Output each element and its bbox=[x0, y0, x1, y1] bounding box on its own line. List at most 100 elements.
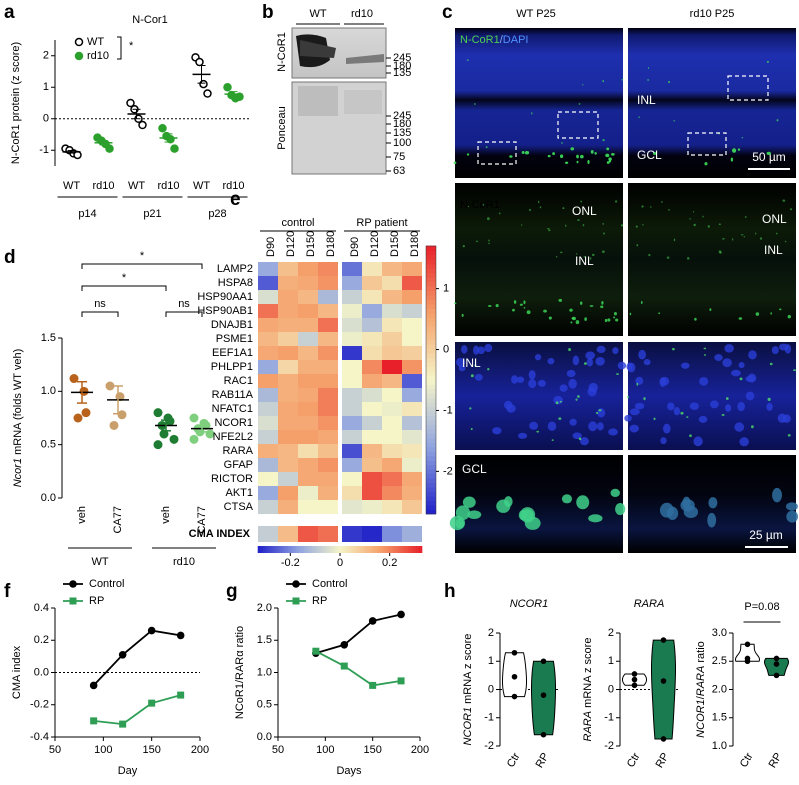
data-point bbox=[177, 691, 185, 699]
speckle bbox=[779, 308, 782, 311]
y-axis-label-part: RARA bbox=[582, 711, 594, 742]
speckle bbox=[512, 308, 515, 312]
heatmap-cell bbox=[382, 346, 402, 360]
chart-title: N-Cor1 bbox=[132, 14, 167, 26]
marker-label: 75 bbox=[393, 151, 405, 163]
speckle bbox=[462, 496, 476, 508]
heatmap-cell bbox=[258, 472, 278, 486]
data-point bbox=[397, 610, 405, 619]
layer-label: GCL bbox=[637, 148, 662, 162]
marker-label: 180 bbox=[393, 60, 411, 72]
index-cell bbox=[258, 526, 278, 542]
heatmap-cell bbox=[258, 346, 278, 360]
speckle bbox=[686, 416, 689, 418]
y-tick-label: 0 bbox=[488, 683, 494, 695]
heatmap-cell bbox=[278, 360, 298, 374]
legend-label: RP bbox=[312, 595, 327, 607]
colorbar-step bbox=[426, 299, 436, 305]
speckle bbox=[566, 369, 576, 378]
speckle bbox=[596, 345, 606, 354]
heatmap-cell bbox=[298, 430, 318, 444]
column-label: D90 bbox=[349, 237, 361, 257]
speckle bbox=[461, 345, 468, 354]
heatmap-cell bbox=[298, 304, 318, 318]
speckle bbox=[517, 432, 528, 439]
colorbar-step bbox=[426, 460, 436, 466]
data-point bbox=[148, 699, 156, 707]
group-label: rd10 bbox=[173, 556, 195, 568]
speckle bbox=[777, 413, 787, 423]
heatmap-cell bbox=[382, 486, 402, 500]
speckle bbox=[466, 59, 469, 61]
stain-blue: DAPI bbox=[503, 34, 529, 46]
colorbar-step bbox=[339, 546, 344, 553]
speckle bbox=[584, 362, 587, 365]
x-tick-label: veh bbox=[160, 506, 172, 524]
speckle bbox=[559, 251, 563, 254]
y-axis-label: N-CoR1 protein (z score) bbox=[10, 42, 22, 164]
data-point bbox=[176, 631, 185, 640]
colorbar-step bbox=[426, 366, 436, 372]
colorbar-step bbox=[375, 546, 379, 553]
colorbar-label: 0.2 bbox=[382, 557, 397, 569]
legend-marker bbox=[74, 37, 84, 47]
speckle bbox=[784, 344, 792, 354]
column-label: D150 bbox=[389, 231, 401, 257]
speckle bbox=[521, 151, 525, 155]
heatmap-cell bbox=[362, 360, 382, 374]
y-tick-label: 1 bbox=[43, 81, 49, 93]
speckle bbox=[588, 514, 603, 523]
data-point bbox=[165, 416, 175, 426]
speckle bbox=[547, 154, 551, 158]
colorbar-label: 0 bbox=[443, 343, 449, 355]
speckle bbox=[579, 301, 583, 305]
x-tick-label: 50 bbox=[49, 744, 61, 756]
data-point bbox=[90, 717, 98, 725]
violin bbox=[734, 643, 761, 662]
speckle bbox=[458, 365, 466, 372]
speckle bbox=[725, 404, 732, 412]
colorbar-step bbox=[426, 272, 436, 278]
speckle bbox=[737, 401, 746, 412]
speckle bbox=[652, 151, 657, 156]
colorbar-step bbox=[426, 379, 436, 385]
speckle bbox=[718, 250, 722, 253]
speckle bbox=[576, 160, 579, 164]
y-tick-label: 2.5 bbox=[712, 655, 727, 667]
blot-row-label: N-CoR1 bbox=[276, 32, 288, 72]
colorbar-step bbox=[426, 250, 436, 256]
colorbar-step bbox=[426, 455, 436, 461]
speckle bbox=[528, 208, 532, 211]
heatmap-cell bbox=[318, 276, 338, 290]
heatmap-cell bbox=[382, 318, 402, 332]
micrograph bbox=[455, 455, 623, 553]
speckle bbox=[524, 516, 541, 530]
colorbar-step bbox=[391, 546, 395, 553]
significance-label: ns bbox=[178, 298, 190, 310]
speckle bbox=[559, 384, 568, 392]
speckle bbox=[475, 240, 479, 242]
index-cell bbox=[382, 526, 402, 542]
speckle bbox=[575, 320, 580, 325]
panel-label: d bbox=[4, 247, 16, 268]
speckle bbox=[692, 210, 695, 213]
speckle bbox=[744, 216, 747, 218]
colorbar-step bbox=[298, 546, 303, 553]
speckle bbox=[578, 103, 581, 105]
y-tick-label: -1 bbox=[39, 144, 49, 156]
speckle bbox=[640, 301, 643, 304]
data-point bbox=[511, 693, 518, 700]
y-tick-label: 0.4 bbox=[34, 602, 49, 614]
speckle bbox=[485, 146, 488, 149]
speckle bbox=[488, 242, 490, 245]
speckle bbox=[526, 310, 531, 315]
speckle bbox=[615, 502, 626, 516]
speckle bbox=[523, 300, 526, 305]
colorbar-step bbox=[426, 294, 436, 300]
speckle bbox=[576, 495, 590, 510]
heatmap-cell bbox=[362, 276, 382, 290]
y-axis-label-part: RARA bbox=[695, 666, 707, 697]
heatmap-cell bbox=[298, 290, 318, 304]
speckle bbox=[709, 308, 712, 312]
data-point bbox=[773, 655, 780, 662]
